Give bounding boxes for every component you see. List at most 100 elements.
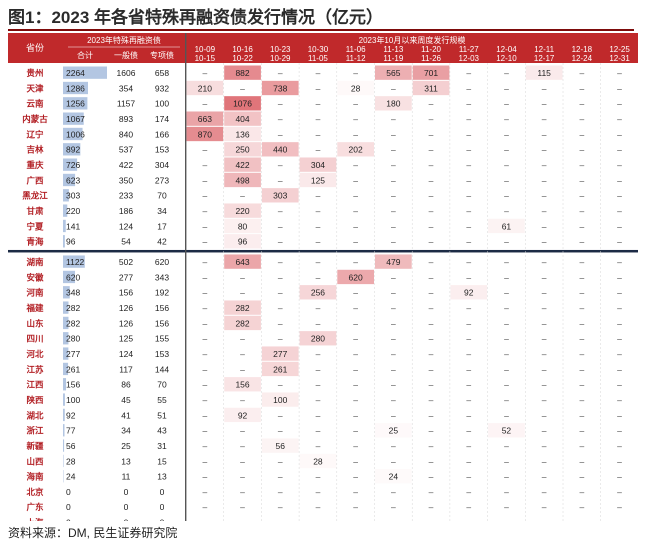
empty-marker: – (542, 303, 547, 313)
special-value: 166 (155, 129, 169, 139)
empty-marker: – (542, 441, 547, 451)
empty-marker: – (316, 518, 321, 521)
special-value: 192 (155, 288, 169, 298)
heat-cell (224, 65, 261, 80)
empty-marker: – (278, 160, 283, 170)
empty-marker: – (391, 206, 396, 216)
general-value: 156 (119, 288, 133, 298)
special-value: 343 (155, 272, 169, 282)
empty-marker: – (617, 175, 622, 185)
province-label: 海南 (26, 472, 44, 482)
total-bar (63, 424, 65, 437)
header-left-bg (8, 33, 186, 63)
empty-marker: – (617, 349, 622, 359)
empty-marker: – (466, 518, 471, 521)
empty-marker: – (391, 221, 396, 231)
total-value: 0 (66, 502, 71, 512)
empty-marker: – (429, 129, 434, 139)
special-value: 100 (155, 99, 169, 109)
empty-marker: – (278, 221, 283, 231)
empty-marker: – (240, 456, 245, 466)
empty-marker: – (542, 502, 547, 512)
empty-marker: – (240, 191, 245, 201)
empty-marker: – (504, 487, 509, 497)
empty-marker: – (542, 221, 547, 231)
week-value: 303 (273, 191, 287, 201)
empty-marker: – (579, 83, 584, 93)
week-value: 100 (273, 395, 287, 405)
header-week-start: 10-16 (232, 45, 253, 54)
heat-cell (337, 80, 374, 96)
total-value: 1006 (66, 129, 85, 139)
week-value: 422 (235, 160, 249, 170)
general-value: 34 (121, 426, 131, 436)
heat-cell (412, 80, 450, 96)
general-value: 422 (119, 160, 133, 170)
empty-marker: – (429, 145, 434, 155)
empty-marker: – (353, 410, 358, 420)
empty-marker: – (353, 349, 358, 359)
province-label: 重庆 (26, 160, 44, 170)
header-week-end: 12-03 (459, 54, 480, 63)
week-value: 52 (502, 426, 512, 436)
heat-cell (337, 142, 374, 157)
week-value: 28 (351, 83, 361, 93)
empty-marker: – (504, 68, 509, 78)
empty-marker: – (316, 129, 321, 139)
empty-marker: – (542, 206, 547, 216)
empty-marker: – (542, 364, 547, 374)
week-value: 282 (235, 318, 249, 328)
empty-marker: – (202, 518, 207, 521)
total-value: 0 (66, 487, 71, 497)
empty-marker: – (617, 318, 622, 328)
empty-marker: – (316, 221, 321, 231)
total-value: 220 (66, 206, 80, 216)
week-value: 282 (235, 303, 249, 313)
empty-marker: – (316, 145, 321, 155)
general-value: 11 (122, 472, 131, 482)
empty-marker: – (353, 206, 358, 216)
heat-cell (375, 65, 412, 80)
header-week-start: 12-04 (496, 45, 517, 54)
empty-marker: – (429, 303, 434, 313)
empty-marker: – (316, 303, 321, 313)
special-value: 51 (157, 410, 167, 420)
empty-marker: – (617, 288, 622, 298)
empty-marker: – (617, 395, 622, 405)
empty-marker: – (353, 303, 358, 313)
empty-marker: – (617, 221, 622, 231)
empty-marker: – (391, 518, 396, 521)
empty-marker: – (504, 502, 509, 512)
empty-marker: – (542, 191, 547, 201)
empty-marker: – (202, 472, 207, 482)
week-value: 125 (311, 175, 325, 185)
week-value: 202 (349, 145, 363, 155)
empty-marker: – (278, 426, 283, 436)
empty-marker: – (316, 83, 321, 93)
empty-marker: – (316, 349, 321, 359)
general-value: 893 (119, 114, 133, 124)
empty-marker: – (466, 160, 471, 170)
total-value: 348 (66, 288, 80, 298)
header-week-start: 11-27 (459, 45, 479, 54)
heat-cell (375, 469, 412, 484)
empty-marker: – (579, 441, 584, 451)
empty-marker: – (504, 206, 509, 216)
general-value: 45 (121, 395, 131, 405)
general-value: 350 (119, 175, 133, 185)
empty-marker: – (579, 410, 584, 420)
empty-marker: – (353, 502, 358, 512)
heat-cell (299, 331, 337, 346)
heat-cell (488, 423, 525, 438)
empty-marker: – (391, 334, 396, 344)
empty-marker: – (429, 288, 434, 298)
empty-marker: – (278, 175, 283, 185)
header-week-start: 12-25 (609, 45, 630, 54)
total-value: 24 (66, 472, 76, 482)
heat-cell (261, 80, 299, 96)
empty-marker: – (316, 206, 321, 216)
week-value: 479 (386, 257, 400, 267)
general-value: 186 (119, 206, 133, 216)
heat-cell (186, 80, 224, 96)
week-value: 256 (311, 288, 325, 298)
